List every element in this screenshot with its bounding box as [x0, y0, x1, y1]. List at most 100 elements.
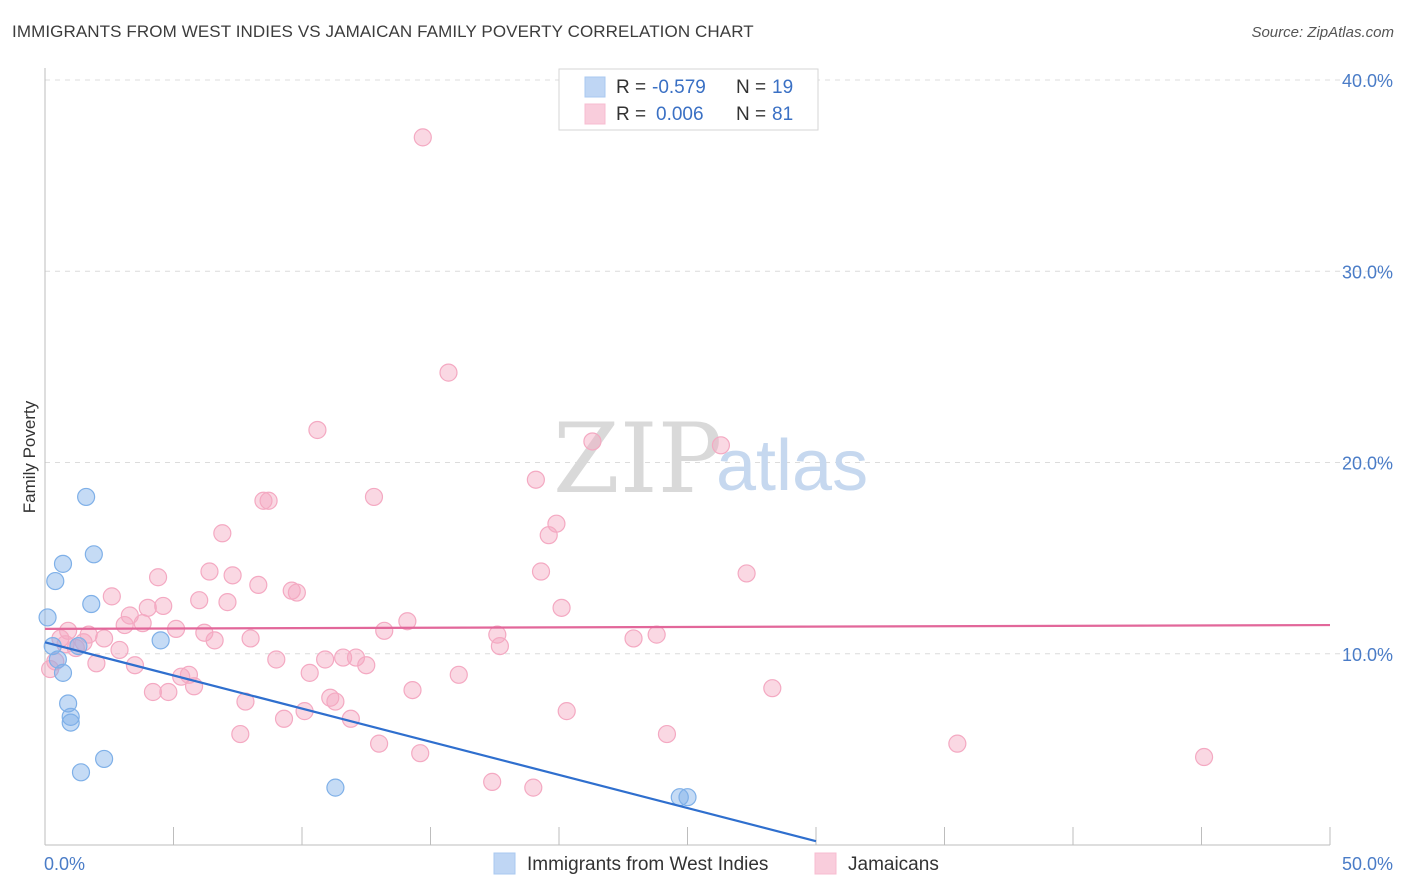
jamaicans-point-10	[102, 587, 121, 606]
legend-n-label-1: N =	[736, 104, 766, 125]
west-indies-trend-line	[44, 641, 817, 843]
jamaicans-point-70	[557, 702, 576, 721]
jamaicans-point-63	[490, 636, 509, 656]
chart-source: Source: ZipAtlas.com	[1251, 24, 1394, 41]
jamaicans-point-76	[737, 564, 756, 583]
jamaicans-point-45	[316, 650, 335, 669]
jamaicans-point-55	[398, 612, 417, 631]
jamaicans-point-20	[159, 682, 178, 702]
series-legend: Immigrants from West Indies Jamaicans	[493, 852, 939, 875]
legend-r-value-1: 0.006	[656, 104, 704, 125]
data-points	[38, 128, 1214, 807]
jamaicans-point-7	[79, 625, 98, 644]
jamaicans-point-9	[95, 629, 114, 648]
jamaicans-trend-line	[44, 623, 1331, 630]
watermark-atlas: atlas	[716, 426, 868, 506]
jamaicans-point-47	[326, 692, 345, 711]
jamaicans-point-66	[531, 562, 551, 581]
jamaicans-point-71	[583, 432, 602, 451]
jamaicans-point-60	[449, 665, 468, 684]
legend-r-label-0: R =	[616, 77, 646, 98]
series-legend-swatch-jamaicans	[814, 852, 837, 875]
legend-n-value-1: 81	[772, 104, 793, 125]
y-tick-label-2: 30.0%	[1342, 262, 1393, 282]
y-tick-labels: 10.0% 20.0% 30.0% 40.0%	[1342, 71, 1393, 665]
jamaicans-point-65	[526, 470, 545, 489]
jamaicans-point-37	[259, 491, 278, 510]
west-indies-point-8	[61, 713, 80, 732]
west-indies-point-6	[59, 694, 78, 713]
jamaicans-point-36	[254, 491, 273, 510]
jamaicans-point-16	[138, 598, 157, 617]
jamaicans-point-57	[411, 744, 430, 763]
jamaicans-point-44	[308, 420, 327, 440]
jamaicans-point-18	[148, 568, 168, 587]
jamaicans-point-53	[370, 734, 389, 753]
west-indies-point-7	[61, 707, 80, 726]
jamaicans-point-39	[274, 709, 294, 728]
west-indies-point-11	[77, 487, 96, 507]
west-indies-point-14	[95, 749, 114, 769]
legend-n-value-0: 19	[772, 77, 793, 98]
jamaicans-point-43	[300, 663, 319, 682]
west-indies-point-10	[71, 763, 91, 782]
jamaicans-point-48	[334, 648, 353, 667]
jamaicans-point-51	[357, 656, 376, 675]
jamaicans-point-11	[110, 640, 129, 660]
y-tick-label-0: 10.0%	[1342, 645, 1393, 665]
axes	[44, 68, 1331, 846]
jamaicans-point-27	[200, 562, 219, 581]
jamaicans-point-64	[524, 778, 543, 797]
jamaicans-point-78	[948, 734, 967, 753]
jamaicans-point-56	[403, 680, 422, 700]
jamaicans-point-25	[190, 591, 209, 610]
jamaicans-point-35	[249, 575, 268, 595]
jamaicans-point-31	[223, 566, 242, 585]
watermark: ZIP atlas	[553, 403, 868, 515]
series-legend-label-west-indies: Immigrants from West Indies	[527, 854, 768, 875]
jamaicans-point-79	[1194, 747, 1214, 767]
legend-r-label-1: R =	[616, 104, 646, 125]
jamaicans-point-59	[439, 363, 458, 382]
series-legend-label-jamaicans: Jamaicans	[848, 854, 939, 875]
y-axis-label: Family Poverty	[20, 400, 39, 513]
jamaicans-point-28	[205, 631, 224, 650]
jamaicans-point-32	[231, 724, 250, 744]
jamaicans-point-61	[483, 772, 502, 791]
west-indies-point-0	[38, 608, 57, 627]
trend-lines	[44, 623, 1331, 843]
stats-legend: R = -0.579 N = 19 R = 0.006 N = 81	[558, 68, 819, 131]
jamaicans-point-29	[213, 524, 232, 543]
jamaicans-point-75	[711, 436, 731, 455]
jamaicans-point-41	[287, 583, 306, 602]
jamaicans-point-34	[241, 629, 260, 648]
west-indies-point-18	[678, 788, 697, 807]
jamaicans-point-72	[624, 629, 643, 648]
legend-r-value-0: -0.579	[652, 77, 706, 98]
jamaicans-point-17	[143, 682, 163, 702]
jamaicans-point-68	[547, 514, 566, 533]
series-legend-swatch-west-indies	[493, 852, 516, 875]
jamaicans-point-52	[364, 487, 384, 507]
jamaicans-point-69	[552, 598, 571, 617]
west-indies-point-16	[326, 778, 345, 797]
gridlines	[45, 79, 1393, 655]
west-indies-point-2	[46, 571, 65, 591]
jamaicans-point-50	[346, 648, 366, 667]
jamaicans-point-62	[488, 625, 507, 644]
jamaicans-point-54	[375, 621, 394, 640]
watermark-zip: ZIP	[553, 403, 722, 515]
jamaicans-point-74	[657, 724, 677, 744]
legend-swatch-jamaicans	[584, 103, 606, 125]
jamaicans-point-77	[763, 679, 782, 698]
jamaicans-point-58	[413, 128, 432, 147]
x-tick-label-0: 0.0%	[44, 854, 85, 874]
west-indies-point-3	[48, 650, 67, 669]
jamaicans-point-30	[218, 593, 237, 612]
west-indies-point-4	[53, 554, 73, 573]
legend-swatch-west-indies	[584, 76, 606, 98]
y-tick-label-1: 20.0%	[1342, 454, 1393, 474]
jamaicans-point-38	[267, 650, 286, 669]
jamaicans-point-73	[647, 625, 666, 644]
